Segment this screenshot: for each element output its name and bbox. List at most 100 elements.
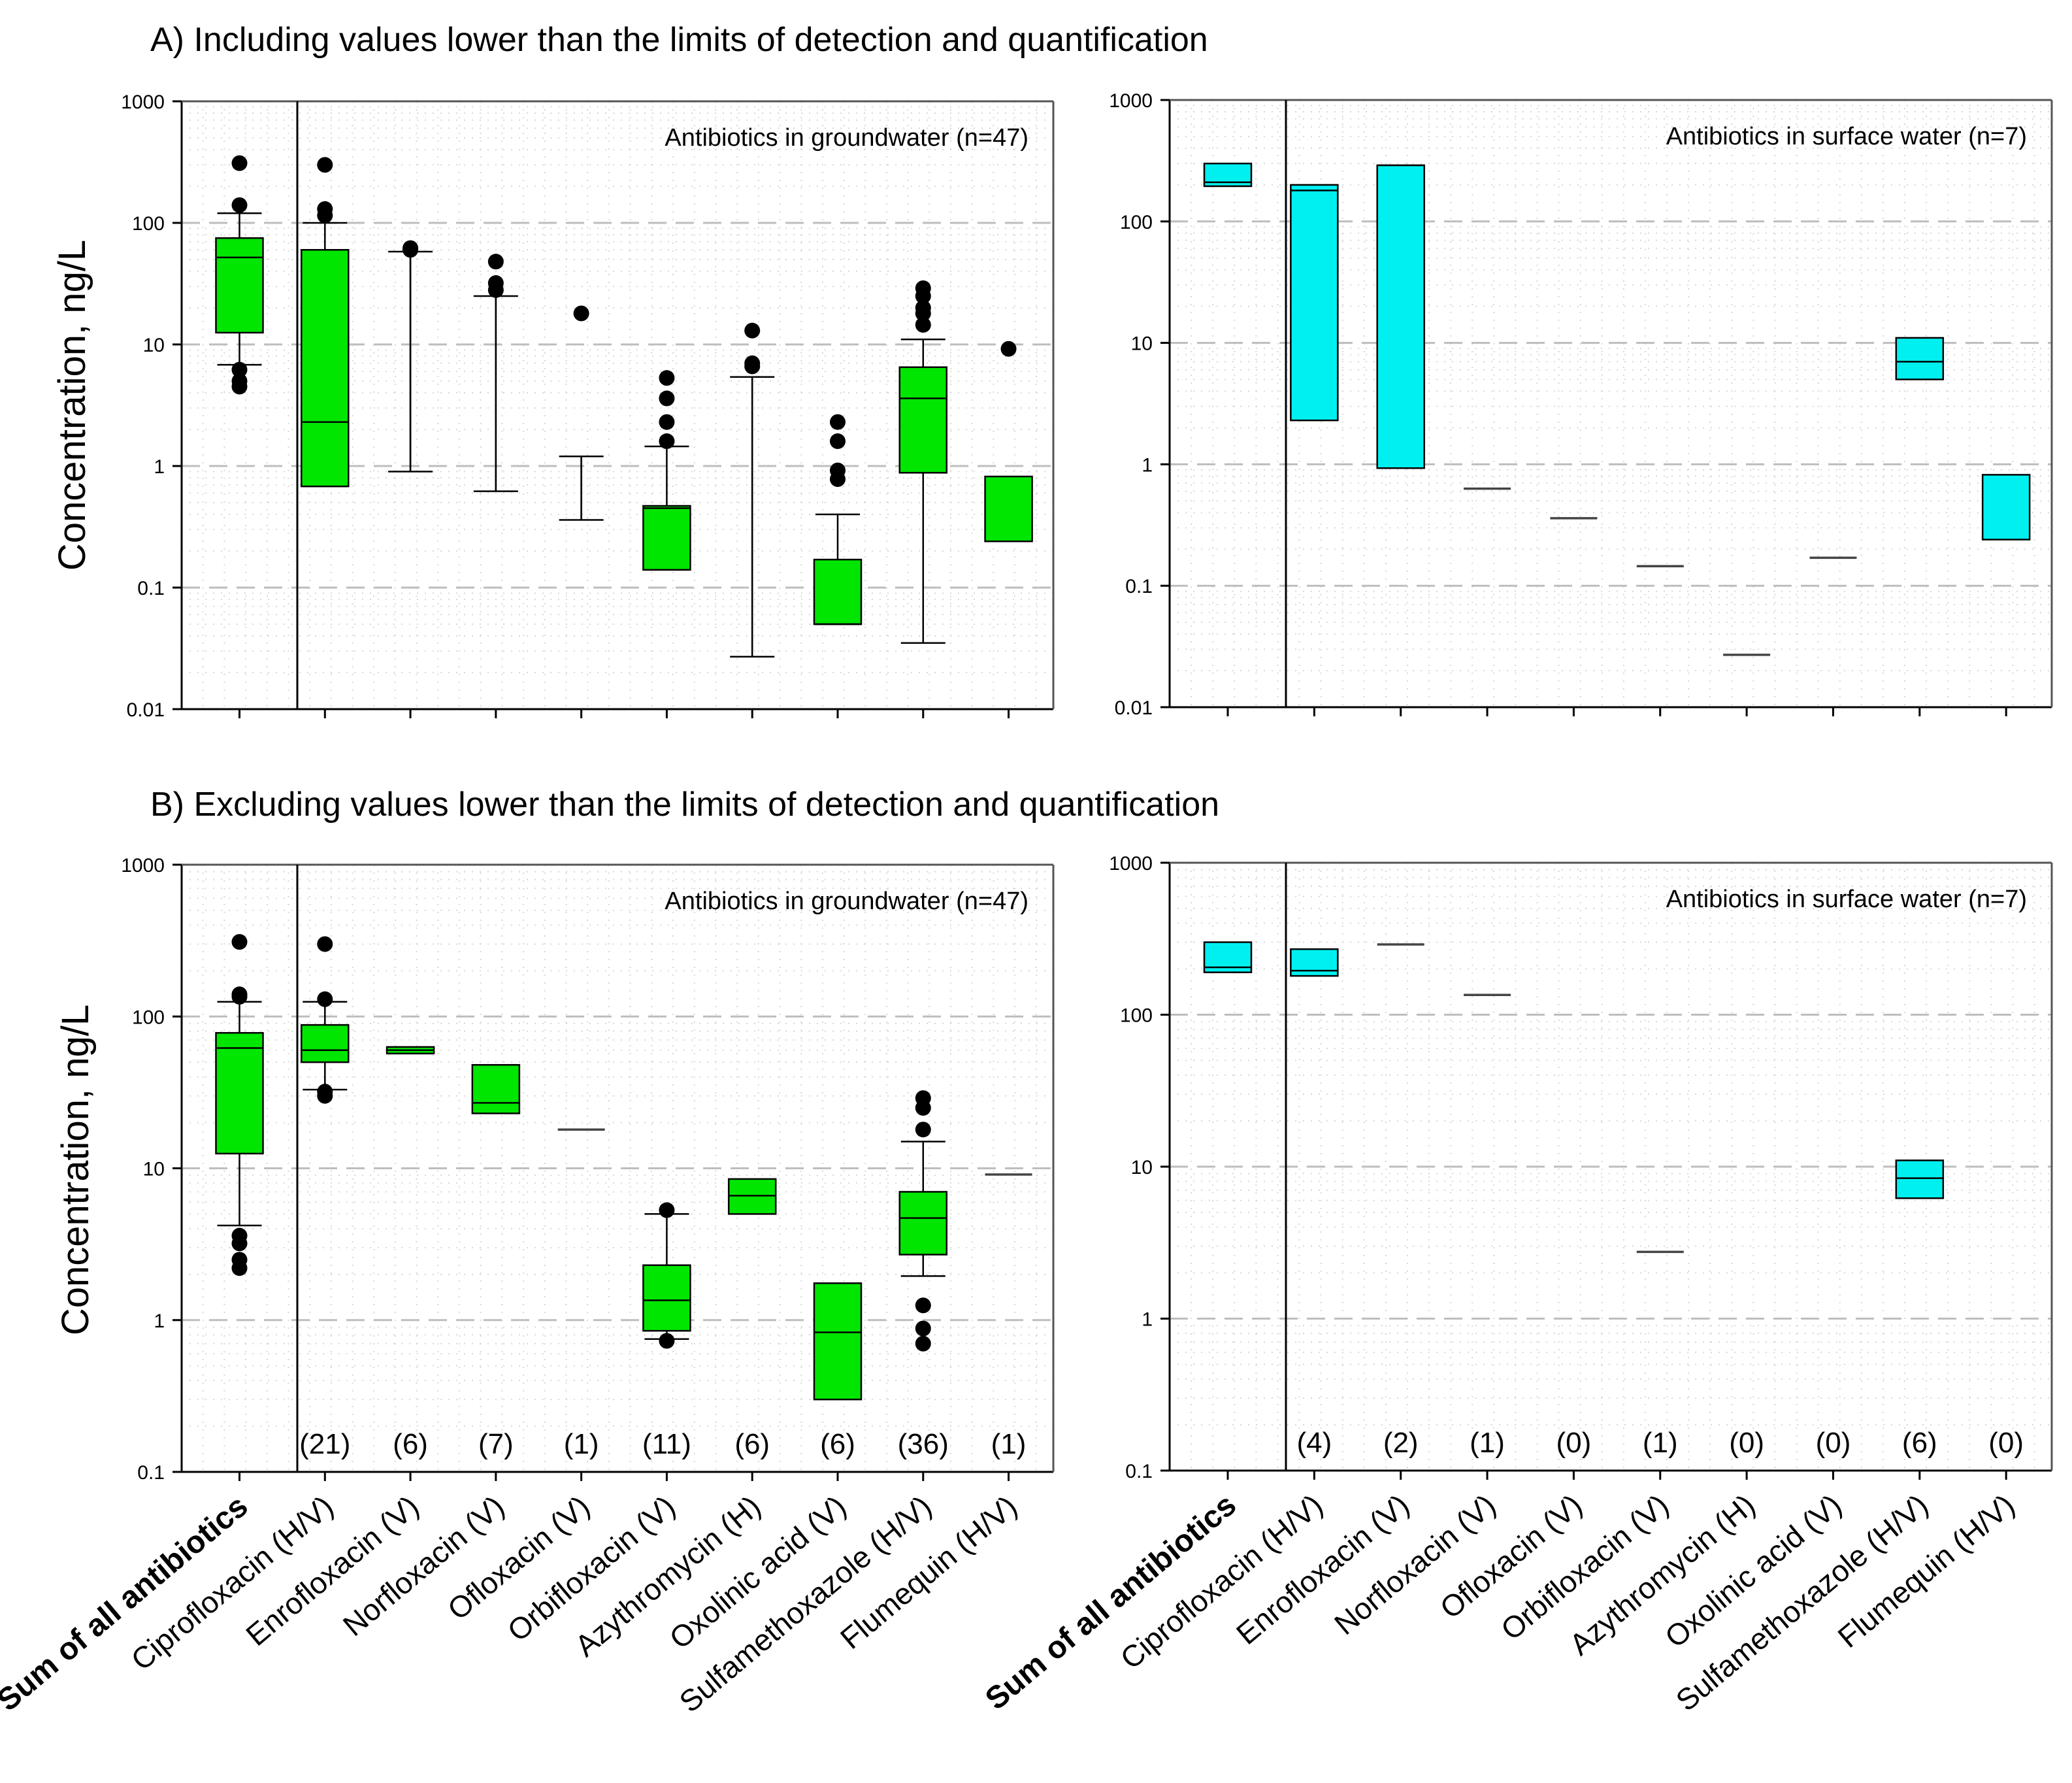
panel-label: Antibiotics in surface water (n=7) bbox=[1666, 886, 2027, 913]
outlier-point bbox=[659, 370, 675, 386]
box-norfloxacin-v bbox=[471, 1064, 521, 1114]
box-sulfamethoxazole-h-v bbox=[898, 1090, 948, 1352]
outlier-point bbox=[231, 155, 248, 171]
count-label: (11) bbox=[642, 1428, 691, 1460]
y-tick-label: 1000 bbox=[121, 92, 165, 113]
outlier-point bbox=[744, 358, 761, 375]
outlier-point bbox=[231, 934, 248, 950]
box-oxolinic-acid-v bbox=[813, 414, 863, 625]
count-label: (36) bbox=[898, 1428, 949, 1460]
outlier-point bbox=[403, 242, 419, 258]
y-tick-label: 10 bbox=[143, 335, 165, 356]
y-tick-label: 1 bbox=[154, 456, 165, 478]
outlier-point bbox=[317, 207, 333, 224]
section-a-title: A) Including values lower than the limit… bbox=[150, 21, 1208, 59]
count-label: (1) bbox=[991, 1428, 1027, 1460]
count-label: (1) bbox=[1643, 1427, 1678, 1459]
outlier-point bbox=[659, 433, 675, 450]
outlier-point bbox=[231, 361, 248, 378]
y-tick-label: 100 bbox=[132, 1007, 165, 1028]
outlier-point bbox=[317, 936, 333, 952]
y-tick-label: 1 bbox=[154, 1310, 165, 1332]
box-orbifloxacin-v bbox=[642, 370, 691, 571]
panel-label: Antibiotics in groundwater (n=47) bbox=[665, 888, 1028, 915]
outlier-point bbox=[231, 378, 248, 395]
count-label: (2) bbox=[1383, 1427, 1419, 1459]
outlier-point bbox=[317, 157, 333, 173]
count-label: (0) bbox=[1729, 1427, 1764, 1459]
y-tick-label: 0.1 bbox=[1125, 1461, 1153, 1482]
outlier-point bbox=[744, 322, 761, 339]
y-tick-label: 1000 bbox=[1109, 90, 1153, 112]
y-tick-label: 10 bbox=[1131, 333, 1153, 355]
panel-A-sw: 0.01 0.1 1 10 100 1000 Antibiotics in surface … bbox=[1109, 90, 2053, 719]
iqr-box bbox=[301, 1024, 350, 1063]
plots-layer: 0.01 0.1 1 10 100 1000 Antibiotics in groundwa… bbox=[0, 90, 2053, 1719]
iqr-box bbox=[813, 1282, 863, 1401]
outlier-point bbox=[317, 1088, 333, 1104]
outlier-point bbox=[915, 1335, 931, 1352]
box-sum-of-all-antibiotics bbox=[1203, 941, 1253, 973]
y-axis-label-b: Concentration, ng/L bbox=[54, 1005, 97, 1335]
outlier-point bbox=[915, 1100, 931, 1116]
outlier-point bbox=[915, 288, 931, 304]
box-enrofloxacin-v bbox=[388, 240, 433, 473]
iqr-box bbox=[813, 558, 863, 625]
outlier-point bbox=[829, 471, 846, 488]
iqr-box bbox=[642, 505, 691, 571]
box-ciprofloxacin-h-v bbox=[301, 157, 350, 488]
box-sulfamethoxazole-h-v bbox=[1895, 1159, 1945, 1199]
box-sulfamethoxazole-h-v bbox=[1895, 337, 1945, 380]
box-enrofloxacin-v bbox=[1376, 164, 1425, 469]
box-sulfamethoxazole-h-v bbox=[898, 280, 948, 644]
outlier-point bbox=[487, 254, 504, 270]
count-label: (21) bbox=[299, 1428, 350, 1460]
outlier-point bbox=[659, 1333, 675, 1349]
box-oxolinic-acid-v bbox=[813, 1282, 863, 1401]
count-label: (0) bbox=[1816, 1427, 1851, 1459]
iqr-box bbox=[642, 1264, 691, 1332]
iqr-box bbox=[1376, 164, 1425, 469]
outlier-point bbox=[915, 1122, 931, 1138]
count-label: (6) bbox=[820, 1428, 855, 1460]
y-axis-label-a: Concentration, ng/L bbox=[51, 240, 93, 571]
outlier-point bbox=[231, 1235, 248, 1252]
count-label: (0) bbox=[1988, 1427, 2024, 1459]
y-tick-label: 1000 bbox=[1109, 853, 1153, 875]
outlier-point bbox=[659, 1202, 675, 1218]
box-azythromycin-h bbox=[730, 322, 775, 658]
iqr-box bbox=[1290, 948, 1339, 977]
section-b-title: B) Excluding values lower than the limit… bbox=[150, 786, 1219, 824]
y-tick-label: 100 bbox=[1120, 212, 1153, 233]
outlier-point bbox=[915, 316, 931, 333]
outlier-point bbox=[915, 1320, 931, 1337]
box-orbifloxacin-v bbox=[642, 1202, 691, 1349]
count-label: (1) bbox=[564, 1428, 599, 1460]
iqr-box bbox=[1895, 1159, 1945, 1199]
y-tick-label: 10 bbox=[143, 1159, 165, 1180]
panel-label: Antibiotics in surface water (n=7) bbox=[1666, 123, 2027, 150]
y-tick-label: 0.1 bbox=[137, 1462, 165, 1484]
y-tick-label: 1000 bbox=[121, 855, 165, 876]
outlier-point bbox=[487, 282, 504, 298]
box-enrofloxacin-v bbox=[386, 1046, 435, 1055]
y-tick-label: 0.1 bbox=[137, 578, 165, 599]
count-label: (1) bbox=[1470, 1427, 1505, 1459]
box-flumequin-h-v bbox=[1981, 474, 2031, 541]
outlier-point bbox=[659, 414, 675, 430]
box-ciprofloxacin-h-v bbox=[1290, 184, 1339, 422]
iqr-box bbox=[471, 1064, 521, 1114]
iqr-box bbox=[215, 1032, 264, 1155]
iqr-box bbox=[215, 237, 264, 334]
count-label: (6) bbox=[734, 1428, 770, 1460]
count-label: (6) bbox=[1902, 1427, 1937, 1459]
box-norfloxacin-v bbox=[473, 254, 518, 492]
count-label: (6) bbox=[393, 1428, 428, 1460]
count-label: (0) bbox=[1556, 1427, 1592, 1459]
outlier-point bbox=[915, 305, 931, 322]
iqr-box bbox=[984, 475, 1033, 542]
box-sum-of-all-antibiotics bbox=[215, 934, 264, 1276]
iqr-box bbox=[1290, 184, 1339, 422]
y-tick-label: 0.1 bbox=[1125, 576, 1153, 597]
y-tick-label: 0.01 bbox=[127, 699, 165, 721]
